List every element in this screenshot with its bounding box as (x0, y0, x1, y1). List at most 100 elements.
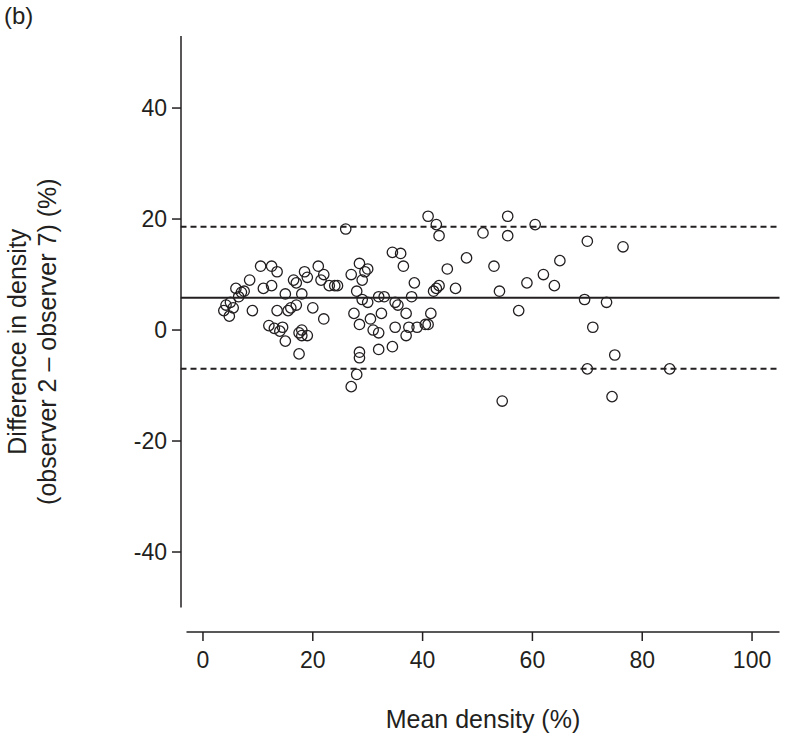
data-point (390, 322, 400, 332)
data-point (362, 297, 372, 307)
data-point (349, 308, 359, 318)
data-point (582, 364, 592, 374)
data-point (478, 228, 488, 238)
data-point (434, 280, 444, 290)
data-point (376, 308, 386, 318)
x-axis-line (187, 631, 780, 633)
x-tick (751, 632, 753, 641)
x-tick (532, 632, 534, 641)
data-point (291, 300, 301, 310)
data-point (373, 328, 383, 338)
x-tick-label: 20 (300, 647, 326, 673)
data-point (373, 344, 383, 354)
data-point (280, 289, 290, 299)
data-point (461, 253, 471, 263)
limit-of-agreement (181, 368, 780, 370)
data-point (588, 322, 598, 332)
data-point (379, 292, 389, 302)
data-point (365, 314, 375, 324)
data-point (244, 275, 254, 285)
x-tick-label: 80 (629, 647, 655, 673)
data-point (423, 319, 433, 329)
data-point (497, 396, 507, 406)
data-point (555, 255, 565, 265)
data-point (503, 211, 513, 221)
y-tick (172, 551, 181, 553)
data-point (247, 305, 257, 315)
data-point (409, 278, 419, 288)
data-point (538, 269, 548, 279)
data-point (354, 319, 364, 329)
data-point (522, 278, 532, 288)
data-point (607, 391, 617, 401)
y-tick (172, 440, 181, 442)
x-tick-label: 100 (733, 647, 771, 673)
y-tick (172, 329, 181, 331)
limit-of-agreement (181, 226, 780, 228)
data-point (341, 224, 351, 234)
data-point (294, 349, 304, 359)
data-point (255, 261, 265, 271)
data-point (406, 292, 416, 302)
mean-difference-line (181, 297, 780, 299)
y-tick-label: 40 (141, 95, 167, 121)
x-tick-label: 60 (520, 647, 546, 673)
data-point (302, 330, 312, 340)
data-point (393, 300, 403, 310)
data-point (228, 303, 238, 313)
y-axis-label: (observer 2 – observer 7) (%) (33, 178, 61, 505)
data-point (352, 369, 362, 379)
y-tick (172, 218, 181, 220)
data-point (549, 280, 559, 290)
y-tick-label: 0 (154, 317, 167, 343)
x-tick-label: 0 (197, 647, 210, 673)
x-tick (422, 632, 424, 641)
data-point (582, 236, 592, 246)
data-point (442, 264, 452, 274)
x-tick (641, 632, 643, 641)
chart: (b)-40-2002040020406080100Mean density (… (0, 0, 789, 743)
x-tick (202, 632, 204, 641)
x-tick-label: 40 (410, 647, 436, 673)
data-point (618, 242, 628, 252)
y-tick-label: -20 (134, 428, 167, 454)
data-point (450, 283, 460, 293)
data-point (513, 305, 523, 315)
x-axis-label: Mean density (%) (386, 705, 581, 733)
data-point (280, 336, 290, 346)
data-point (431, 219, 441, 229)
data-point (579, 294, 589, 304)
data-point (272, 267, 282, 277)
data-point (601, 297, 611, 307)
data-point (664, 364, 674, 374)
data-point (354, 353, 364, 363)
y-tick-label: 20 (141, 206, 167, 232)
data-point (291, 278, 301, 288)
data-point (332, 280, 342, 290)
data-point (346, 381, 356, 391)
data-point (319, 269, 329, 279)
data-point (319, 314, 329, 324)
data-point (308, 303, 318, 313)
data-point (610, 350, 620, 360)
y-tick (172, 107, 181, 109)
data-point (398, 261, 408, 271)
data-point (503, 230, 513, 240)
data-point (239, 286, 249, 296)
y-axis-line (180, 36, 182, 608)
data-point (494, 286, 504, 296)
y-tick-label: -40 (134, 539, 167, 565)
data-point (387, 341, 397, 351)
plot-area (181, 211, 780, 406)
data-point (266, 280, 276, 290)
data-point (346, 269, 356, 279)
data-point (426, 308, 436, 318)
data-point (272, 305, 282, 315)
data-point (530, 219, 540, 229)
data-point (401, 308, 411, 318)
data-point (434, 230, 444, 240)
data-point (362, 264, 372, 274)
y-axis-label: Difference in density (3, 228, 31, 455)
data-point (395, 248, 405, 258)
data-point (423, 211, 433, 221)
